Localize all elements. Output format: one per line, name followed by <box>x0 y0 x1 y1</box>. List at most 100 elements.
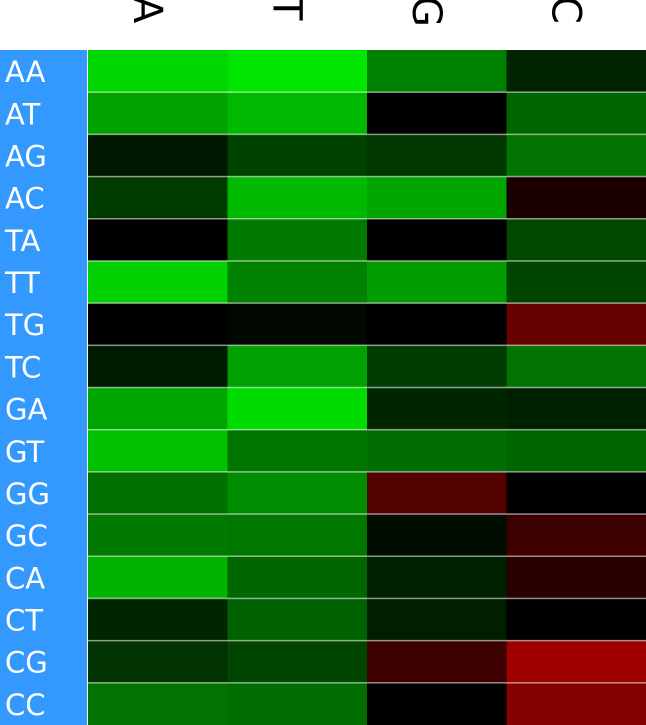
heatmap-cell-ca-c <box>506 556 646 599</box>
row-label-gg: GG <box>5 477 50 511</box>
heatmap-cell-tt-a <box>88 260 228 304</box>
row-separator <box>88 260 646 262</box>
heatmap-cell-tc-a <box>88 345 228 388</box>
heatmap-cell-gc-a <box>88 514 228 557</box>
heatmap-cell-gg-a <box>88 471 228 515</box>
heatmap-cell-gt-a <box>88 429 228 473</box>
heatmap-cell-ac-a <box>88 176 228 220</box>
heatmap-cell-ac-c <box>506 176 646 220</box>
heatmap-cell-tg-g <box>367 303 507 346</box>
row-label-ca: CA <box>5 561 45 595</box>
heatmap-cell-cc-g <box>367 682 507 725</box>
heatmap-cell-ga-a <box>88 387 228 431</box>
heatmap-cell-tg-a <box>88 303 228 346</box>
heatmap-cell-ta-a <box>88 218 228 262</box>
row-label-aa: AA <box>5 55 46 89</box>
heatmap-cell-tc-t <box>227 345 368 388</box>
heatmap-cell-ta-t <box>227 218 368 262</box>
heatmap-cell-gg-t <box>227 471 368 515</box>
row-separator <box>88 471 646 473</box>
heatmap-cell-cg-c <box>506 640 646 684</box>
heatmap-cell-ca-t <box>227 556 368 599</box>
heatmap-cell-cg-g <box>367 640 507 684</box>
heatmap-cell-ct-g <box>367 598 507 642</box>
heatmap-cell-ag-c <box>506 134 646 178</box>
row-label-gc: GC <box>5 519 48 553</box>
heatmap-cell-ga-g <box>367 387 507 431</box>
column-label-a: A <box>124 0 170 24</box>
heatmap-cell-ct-t <box>227 598 368 642</box>
row-label-cg: CG <box>5 646 48 680</box>
heatmap-cell-at-g <box>367 92 507 135</box>
heatmap-cell-tt-t <box>227 260 368 304</box>
row-label-gt: GT <box>5 435 44 469</box>
row-separator <box>88 344 646 347</box>
row-separator <box>88 682 646 684</box>
column-label-g: G <box>403 0 449 27</box>
heatmap-cell-at-a <box>88 92 228 135</box>
heatmap-cells <box>88 50 646 725</box>
column-label-t: T <box>263 0 309 21</box>
row-separator <box>88 218 646 220</box>
row-label-ta: TA <box>4 224 40 258</box>
heatmap-cell-ac-g <box>367 176 507 220</box>
heatmap-cell-cc-a <box>88 682 228 725</box>
heatmap-cell-ag-a <box>88 134 228 178</box>
row-label-tc: TC <box>4 350 41 384</box>
heatmap-cell-at-c <box>506 92 646 135</box>
heatmap-cell-ta-c <box>506 218 646 262</box>
row-label-tg: TG <box>4 308 45 342</box>
heatmap-cell-tg-c <box>506 303 646 346</box>
row-separator <box>88 597 646 600</box>
heatmap-cell-cc-t <box>227 682 368 725</box>
heatmap-cell-cg-a <box>88 640 228 684</box>
heatmap-cell-tt-g <box>367 260 507 304</box>
heatmap-cell-tc-c <box>506 345 646 388</box>
heatmap-cell-ct-a <box>88 598 228 642</box>
heatmap-cell-ca-g <box>367 556 507 599</box>
heatmap-cell-tt-c <box>506 260 646 304</box>
heatmap-cell-aa-c <box>506 50 646 93</box>
heatmap-cell-gc-g <box>367 514 507 557</box>
row-label-at: AT <box>5 97 41 131</box>
row-label-ag: AG <box>5 139 47 173</box>
row-label-ga: GA <box>5 393 47 427</box>
heatmap-cell-tc-g <box>367 345 507 388</box>
heatmap-cell-cg-t <box>227 640 368 684</box>
heatmap-cell-aa-g <box>367 50 507 93</box>
heatmap-cell-gt-t <box>227 429 368 473</box>
heatmap-cell-ac-t <box>227 176 368 220</box>
row-separator <box>88 175 646 178</box>
row-label-ac: AC <box>5 182 45 216</box>
row-separator <box>88 428 646 431</box>
heatmap-cell-gt-g <box>367 429 507 473</box>
row-label-ct: CT <box>5 604 43 638</box>
row-separator <box>88 91 646 93</box>
heatmap-cell-ag-t <box>227 134 368 178</box>
heatmap-cell-gg-c <box>506 471 646 515</box>
heatmap-cell-ct-c <box>506 598 646 642</box>
heatmap-cell-ga-t <box>227 387 368 431</box>
row-labels: AA AT AG AC TA TT TG TC GA GT GG GC CA CT CG CC <box>4 55 50 722</box>
heatmap-cell-at-t <box>227 92 368 135</box>
heatmap-cell-aa-a <box>88 50 228 93</box>
heatmap-cell-ta-g <box>367 218 507 262</box>
heatmap-cell-aa-t <box>227 50 368 93</box>
heatmap-cell-ca-a <box>88 556 228 599</box>
row-label-tt: TT <box>4 266 40 300</box>
row-separator <box>88 133 646 136</box>
row-separator <box>88 513 646 515</box>
row-label-cc: CC <box>5 688 46 722</box>
heatmap-cell-gc-t <box>227 514 368 557</box>
heatmap-cell-tg-t <box>227 303 368 346</box>
row-separator <box>88 386 646 389</box>
row-separator <box>88 639 646 642</box>
heatmap-cell-cc-c <box>506 682 646 725</box>
heatmap-cell-gc-c <box>506 514 646 557</box>
row-label-band <box>0 50 87 725</box>
row-separator <box>88 555 646 557</box>
heatmap-cell-gg-g <box>367 471 507 515</box>
heatmap-cell-gt-c <box>506 429 646 473</box>
